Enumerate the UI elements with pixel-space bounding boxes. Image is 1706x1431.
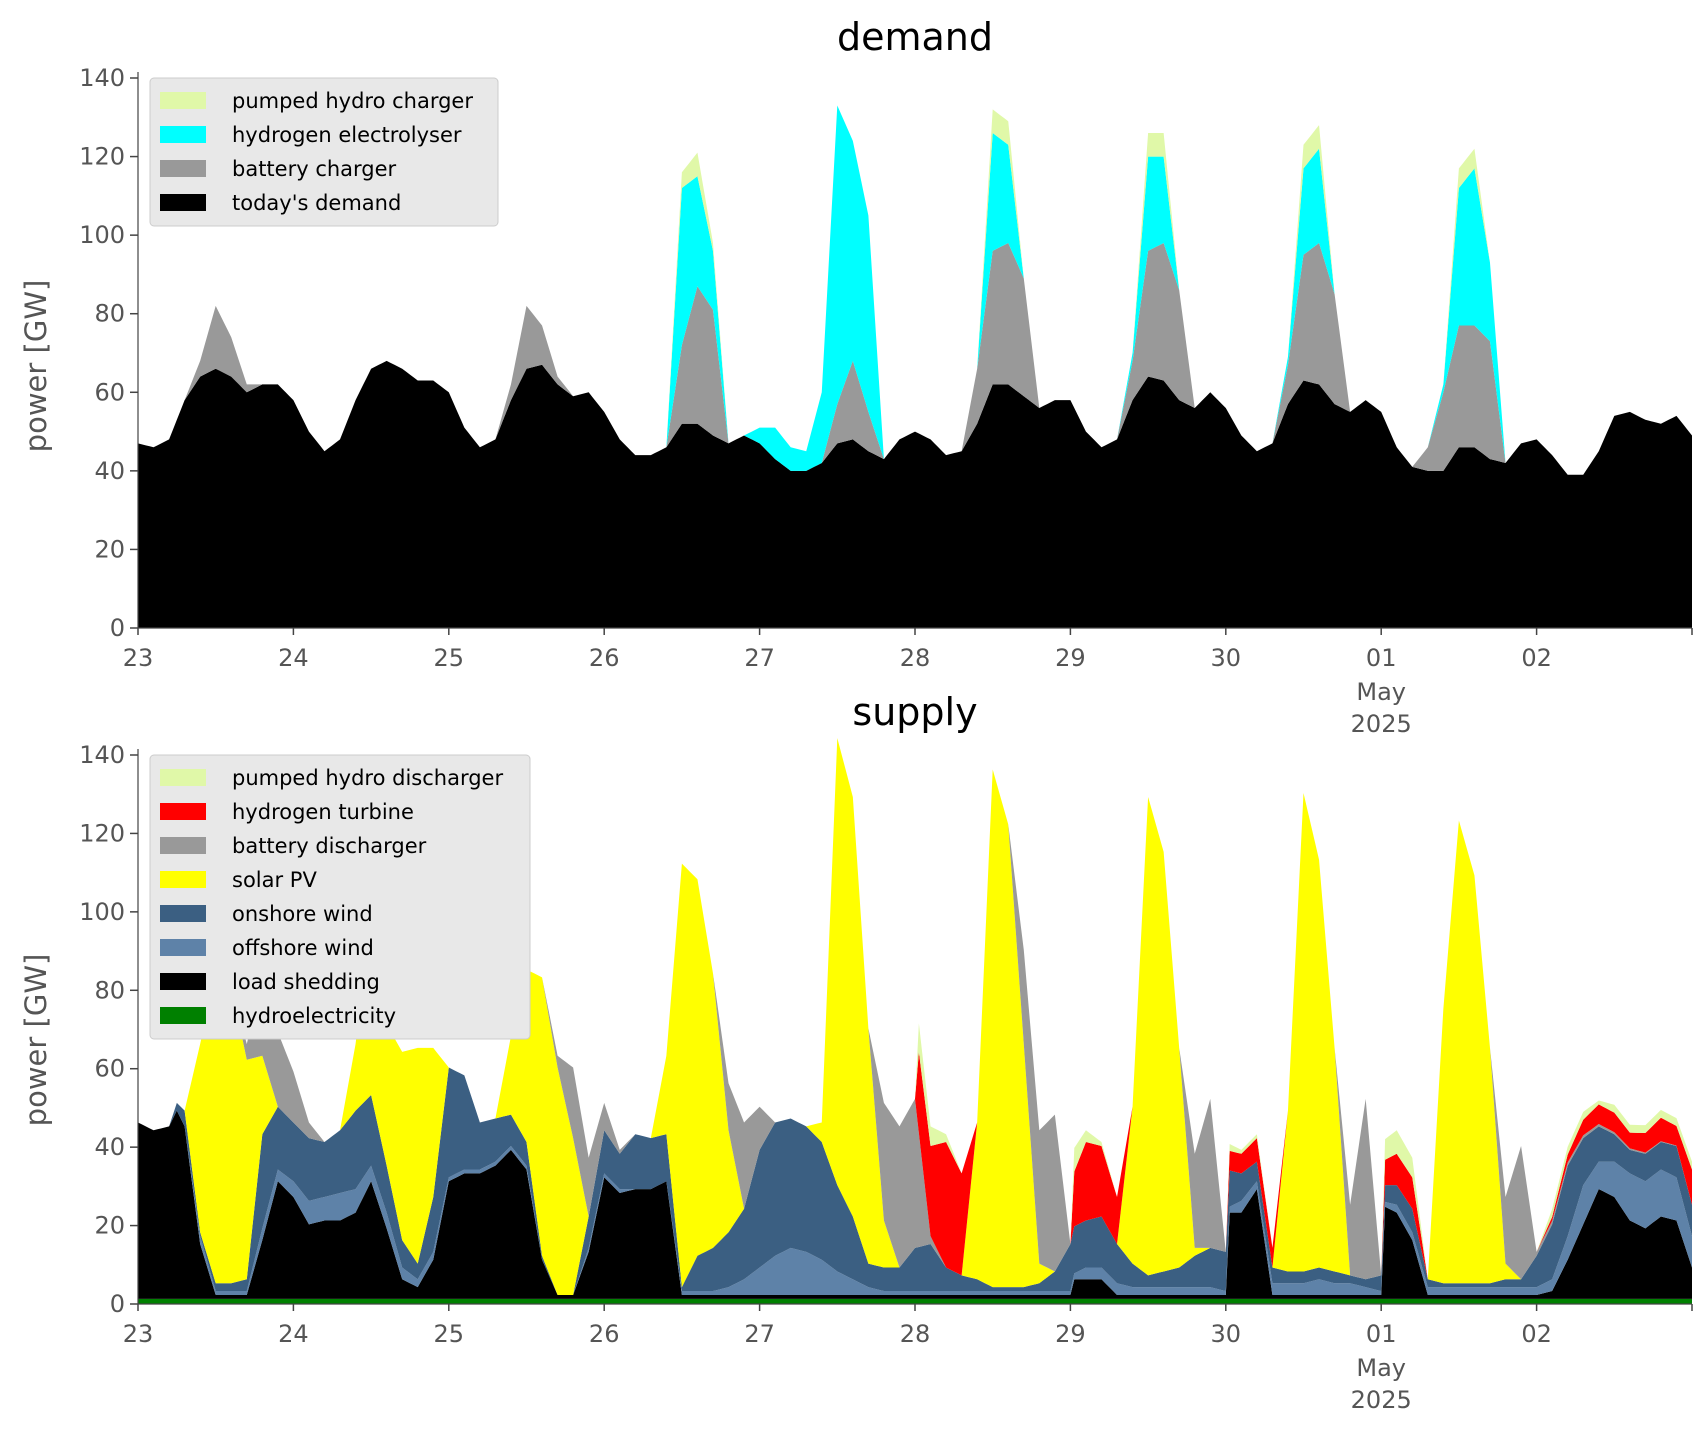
supply-x-tick-label: 26 [589, 1320, 620, 1348]
demand-area-hydrogen-electrolyser [138, 105, 1692, 475]
supply-legend-label-hydroelectricity: hydroelectricity [232, 1004, 396, 1028]
demand-legend-label-battery-charger: battery charger [232, 157, 397, 181]
supply-x-tick-label: 27 [744, 1320, 775, 1348]
demand-y-tick-label: 140 [79, 64, 125, 92]
supply-legend-swatch-onshore-wind [160, 905, 206, 922]
supply-x-tick-label: 25 [434, 1320, 465, 1348]
supply-x-tick-sublabel: May [1356, 1354, 1406, 1382]
supply-y-tick-label: 20 [94, 1212, 125, 1240]
demand-x-tick-label: 24 [278, 644, 309, 672]
demand-x-tick-label: 27 [744, 644, 775, 672]
supply-x-tick-label: 28 [900, 1320, 931, 1348]
demand-x-tick-label: 26 [589, 644, 620, 672]
demand-x-tick-sublabel: May [1356, 678, 1406, 706]
demand-x-tick-label: 30 [1211, 644, 1242, 672]
supply-y-tick-label: 140 [79, 741, 125, 769]
supply-legend-label-offshore-wind: offshore wind [232, 936, 374, 960]
supply-legend-swatch-hydroelectricity [160, 1007, 206, 1024]
demand-legend: pumped hydro charger hydrogen electrolyse… [149, 77, 499, 227]
supply-chart-title: supply [852, 690, 977, 734]
supply-legend-swatch-solar-pv [160, 871, 206, 888]
demand-x-tick-label: 02 [1521, 644, 1552, 672]
supply-y-tick-label: 80 [94, 976, 125, 1004]
supply-area-battery-discharger [138, 738, 1692, 1280]
demand-x-tick-label: 25 [434, 644, 465, 672]
supply-x-tick-label: 23 [123, 1320, 154, 1348]
demand-area-today-s-demand [138, 360, 1692, 628]
supply-y-tick-label: 100 [79, 898, 125, 926]
supply-area-solar-pv [138, 738, 1692, 1295]
supply-legend: pumped hydro discharger hydrogen turbine b… [149, 754, 531, 1040]
supply-legend-label-pumped-hydro-discharger: pumped hydro discharger [232, 766, 503, 790]
supply-x-tick-label: 24 [278, 1320, 309, 1348]
supply-y-tick-label: 60 [94, 1055, 125, 1083]
demand-areas [138, 105, 1692, 628]
demand-x-tick-sublabel: 2025 [1351, 710, 1412, 738]
demand-legend-label-today-s-demand: today's demand [232, 191, 401, 215]
supply-legend-swatch-hydrogen-turbine [160, 803, 206, 820]
demand-y-tick-label: 120 [79, 143, 125, 171]
supply-x-tick-label: 29 [1055, 1320, 1086, 1348]
demand-y-tick-label: 40 [94, 457, 125, 485]
supply-area-hydroelectricity [138, 1298, 1692, 1304]
supply-legend-label-solar-pv: solar PV [232, 868, 317, 892]
supply-x-tick-label: 30 [1211, 1320, 1242, 1348]
demand-legend-label-pumped-hydro-charger: pumped hydro charger [232, 89, 473, 113]
demand-y-tick-label: 80 [94, 300, 125, 328]
demand-y-tick-label: 0 [110, 614, 125, 642]
supply-area-onshore-wind [138, 1067, 1692, 1295]
supply-area-load-shedding [138, 1110, 1692, 1299]
supply-areas [138, 738, 1692, 1304]
demand-y-tick-label: 100 [79, 221, 125, 249]
demand-legend-swatch-pumped-hydro-charger [160, 92, 206, 109]
demand-x-tick-label: 28 [900, 644, 931, 672]
demand-y-axis-label: power [GW] [19, 280, 53, 453]
supply-x-tick-label: 02 [1521, 1320, 1552, 1348]
demand-x-tick-label: 01 [1366, 644, 1397, 672]
supply-y-axis-label: power [GW] [19, 954, 53, 1127]
supply-legend-label-load-shedding: load shedding [232, 970, 380, 994]
demand-y-tick-label: 60 [94, 378, 125, 406]
supply-legend-label-battery-discharger: battery discharger [232, 834, 427, 858]
demand-legend-label-hydrogen-electrolyser: hydrogen electrolyser [232, 123, 462, 147]
supply-y-tick-label: 40 [94, 1133, 125, 1161]
demand-x-tick-label: 29 [1055, 644, 1086, 672]
supply-legend-label-onshore-wind: onshore wind [232, 902, 373, 926]
supply-legend-swatch-offshore-wind [160, 939, 206, 956]
demand-legend-swatch-today-s-demand [160, 194, 206, 211]
demand-chart-title: demand [837, 15, 993, 59]
supply-y-tick-label: 0 [110, 1290, 125, 1318]
supply-legend-label-hydrogen-turbine: hydrogen turbine [232, 800, 414, 824]
supply-x-tick-label: 01 [1366, 1320, 1397, 1348]
supply-legend-swatch-load-shedding [160, 973, 206, 990]
supply-y-tick-label: 120 [79, 819, 125, 847]
supply-x-tick-sublabel: 2025 [1351, 1386, 1412, 1414]
demand-x-tick-label: 23 [123, 644, 154, 672]
supply-legend-swatch-battery-discharger [160, 837, 206, 854]
supply-legend-box [149, 754, 531, 1040]
demand-legend-swatch-battery-charger [160, 160, 206, 177]
demand-legend-swatch-hydrogen-electrolyser [160, 126, 206, 143]
demand-area-battery-charger [138, 243, 1692, 475]
demand-y-tick-label: 20 [94, 535, 125, 563]
demand-legend-box [149, 77, 499, 227]
supply-legend-swatch-pumped-hydro-discharger [160, 769, 206, 786]
